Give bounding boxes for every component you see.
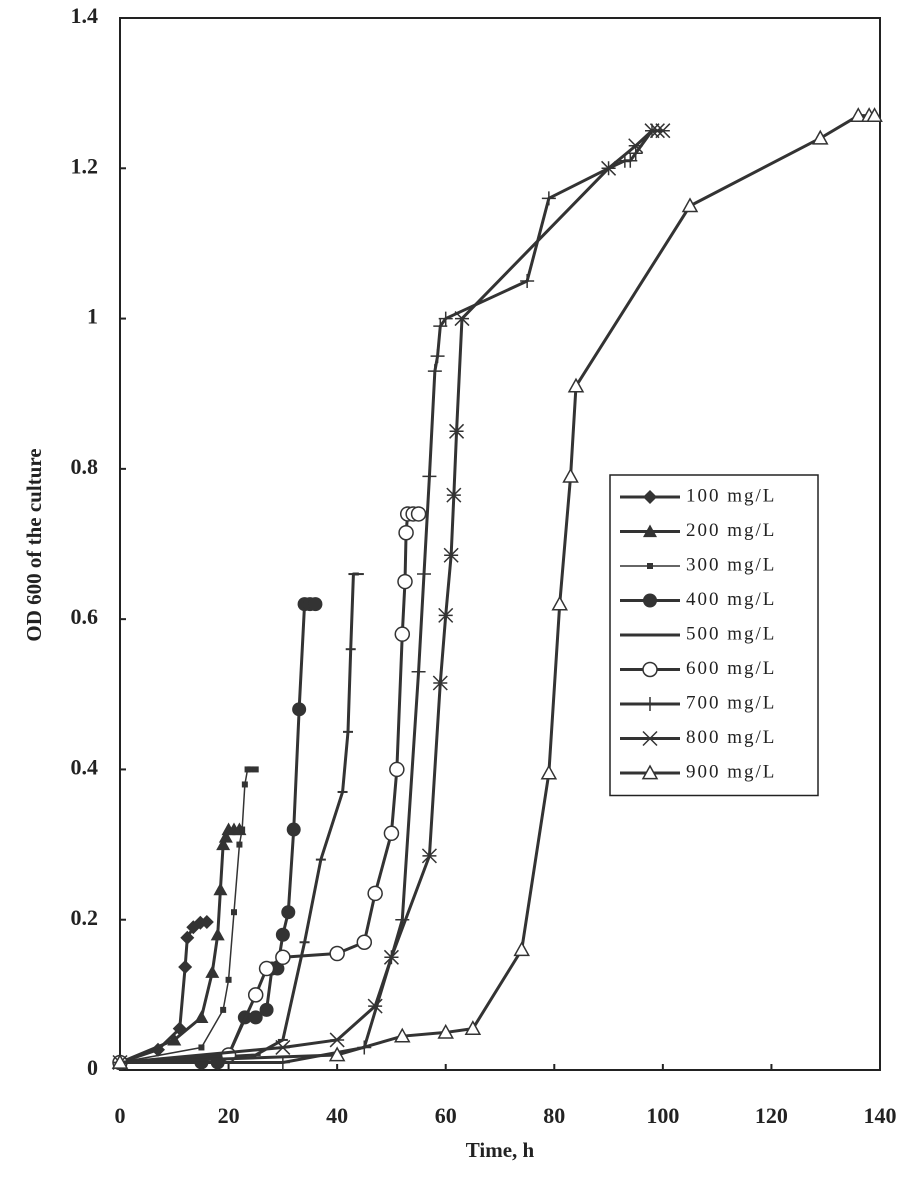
marker	[281, 905, 295, 919]
marker	[813, 131, 827, 144]
marker	[242, 781, 248, 787]
legend-text: 400 mg/L	[686, 589, 776, 610]
marker	[683, 199, 697, 212]
marker	[564, 469, 578, 482]
legend-text: 500 mg/L	[686, 623, 776, 644]
marker	[643, 663, 657, 677]
x-tick-label: 40	[326, 1103, 348, 1128]
marker	[431, 349, 445, 363]
x-tick-label: 120	[755, 1103, 788, 1128]
legend-text: 300 mg/L	[686, 554, 776, 575]
legend-text: 200 mg/L	[686, 520, 776, 541]
marker	[220, 1007, 226, 1013]
y-tick-label: 0.6	[71, 604, 99, 629]
x-tick-label: 20	[218, 1103, 240, 1128]
marker	[398, 575, 412, 589]
x-axis-label: Time, h	[466, 1138, 535, 1162]
y-tick-label: 0.8	[71, 454, 99, 479]
marker	[260, 1003, 274, 1017]
y-tick-label: 0.2	[71, 905, 99, 930]
x-tick-label: 80	[543, 1103, 565, 1128]
marker	[390, 762, 404, 776]
marker	[417, 567, 431, 581]
series-line	[120, 604, 315, 1062]
x-tick-label: 60	[435, 1103, 457, 1128]
series-line	[120, 922, 207, 1063]
marker	[178, 960, 192, 974]
marker	[308, 597, 322, 611]
marker	[553, 597, 567, 610]
marker	[239, 827, 245, 833]
marker	[205, 965, 219, 978]
marker	[515, 943, 529, 956]
marker	[412, 665, 426, 679]
marker	[249, 988, 263, 1002]
legend-text: 600 mg/L	[686, 658, 776, 679]
marker	[211, 928, 225, 941]
marker	[253, 766, 259, 772]
x-tick-label: 100	[646, 1103, 679, 1128]
marker	[368, 886, 382, 900]
marker	[287, 823, 301, 837]
x-tick-label: 0	[115, 1103, 126, 1128]
y-axis-label: OD 600 of the culture	[22, 448, 46, 641]
marker	[542, 191, 556, 205]
x-tick-label: 140	[864, 1103, 897, 1128]
y-tick-label: 0	[87, 1055, 98, 1080]
marker	[647, 563, 653, 569]
marker	[399, 526, 413, 540]
y-tick-label: 1	[87, 304, 98, 329]
y-tick-label: 0.4	[71, 754, 99, 779]
marker	[428, 364, 442, 378]
legend-text: 900 mg/L	[686, 761, 776, 782]
marker	[542, 766, 556, 779]
marker	[395, 627, 409, 641]
marker	[330, 1033, 344, 1047]
marker	[194, 1010, 208, 1023]
marker	[643, 594, 657, 608]
series-line	[120, 769, 256, 1062]
series	[117, 766, 259, 1065]
marker	[198, 1044, 204, 1050]
marker	[236, 842, 242, 848]
page: {"chart_data": {"type": "line", "x_label…	[0, 0, 903, 1177]
marker	[226, 977, 232, 983]
marker	[384, 826, 398, 840]
chart: Time, h OD 600 of the culture 0 0.2 0.4 0.6…	[0, 0, 903, 1177]
marker	[247, 766, 253, 772]
marker	[276, 928, 290, 942]
marker	[330, 947, 344, 961]
legend-text: 700 mg/L	[686, 692, 776, 713]
marker	[260, 962, 274, 976]
marker	[276, 1040, 290, 1054]
y-tick-label: 1.2	[71, 153, 99, 178]
series-line	[120, 574, 359, 1062]
marker	[231, 909, 237, 915]
y-tick-label: 1.4	[71, 3, 99, 28]
marker	[276, 950, 290, 964]
legend-text: 100 mg/L	[686, 485, 776, 506]
marker	[422, 469, 436, 483]
marker	[213, 883, 227, 896]
legend-text: 800 mg/L	[686, 727, 776, 748]
marker	[357, 935, 371, 949]
marker	[520, 274, 534, 288]
marker	[412, 507, 426, 521]
marker	[292, 702, 306, 716]
series	[115, 574, 364, 1062]
